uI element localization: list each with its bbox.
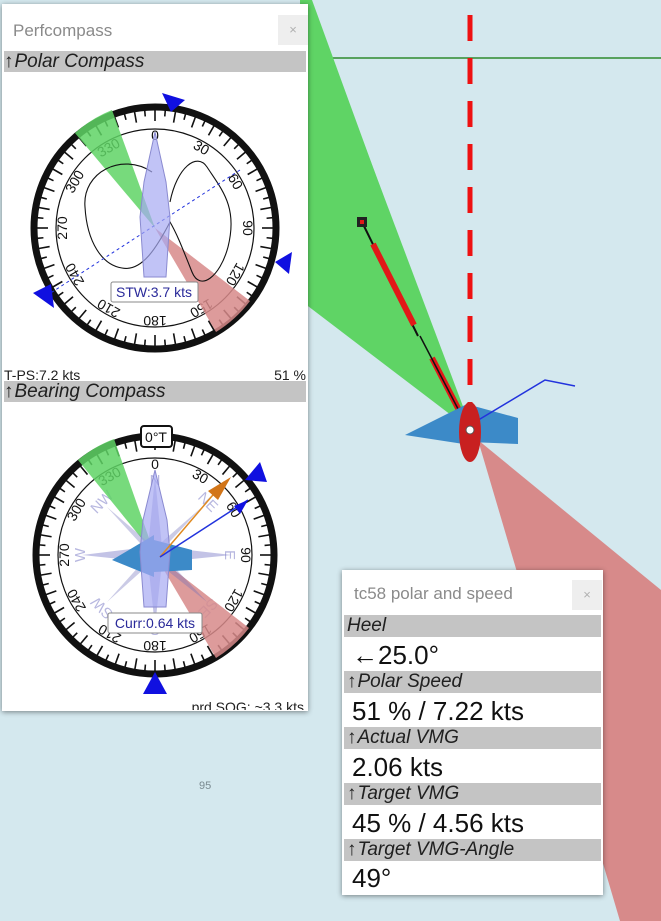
bearing-compass-header[interactable]: ↑Bearing Compass (4, 381, 306, 402)
dial-tick (37, 218, 43, 219)
bearing-compass: 0306090120150180210240270300330 NNEESESS… (2, 402, 308, 710)
perfcompass-titlebar[interactable]: Perfcompass × (2, 4, 308, 52)
polar-compass-title: Polar Compass (15, 51, 145, 72)
collapse-arrow-icon: ↑ (347, 839, 357, 860)
polar-speed-title: Polar Speed (358, 671, 463, 692)
bearing-compass-title: Bearing Compass (15, 381, 166, 402)
dial-tick-label: 270 (54, 216, 70, 240)
dial-tick (267, 218, 273, 219)
map-scale-label: 95 (199, 780, 211, 792)
tc58-panel: tc58 polar and speed × Heel ←25.0° ↑Pola… (342, 570, 603, 895)
target-vmg-value: 45 % / 4.56 kts (352, 808, 524, 839)
curr-label-box: Curr:0.64 kts (108, 613, 202, 633)
dial-tick (267, 238, 273, 239)
boat-center-dot (466, 426, 474, 434)
tc58-titlebar[interactable]: tc58 polar and speed × (342, 570, 603, 618)
collapse-arrow-icon: ↑ (4, 381, 14, 402)
prd-sog-label: prd.SOG: ~3.3 kts (192, 699, 304, 710)
dial-tick-label: 180 (143, 313, 167, 329)
target-vmg-angle-header[interactable]: ↑Target VMG-Angle (344, 839, 601, 861)
starboard-marker-icon (275, 252, 292, 274)
dial-tick-label: 180 (143, 638, 167, 654)
dial-tick (265, 565, 271, 566)
dial-tick (39, 545, 45, 546)
actual-vmg-header[interactable]: ↑Actual VMG (344, 727, 601, 749)
collapse-arrow-icon: ↑ (347, 727, 357, 748)
heading-label: 0°T (145, 429, 167, 445)
perfcompass-panel: Perfcompass × ↑Polar Compass 03060901201… (2, 4, 308, 711)
curr-label: Curr:0.64 kts (115, 615, 195, 631)
waypoint-marker-inner (360, 220, 364, 224)
dial-tick-label: 90 (238, 547, 254, 563)
polar-compass-header[interactable]: ↑Polar Compass (4, 51, 306, 72)
collapse-arrow-icon: ↑ (4, 51, 14, 72)
port-marker-icon (33, 284, 54, 308)
polar-compass: 0306090120150180210240270300330 STW:3.7 … (2, 72, 308, 387)
panel-title: tc58 polar and speed (354, 584, 513, 604)
panel-title: Perfcompass (13, 21, 112, 41)
dial-tick (39, 565, 45, 566)
heel-value: ←25.0° (352, 640, 439, 671)
next-mark-icon (245, 462, 267, 482)
target-vmg-angle-title: Target VMG-Angle (358, 839, 515, 860)
dial-tick-label: 270 (56, 543, 72, 567)
close-button[interactable]: × (278, 15, 308, 45)
dial-tick (37, 238, 43, 239)
stw-label-box: STW:3.7 kts (111, 282, 198, 302)
dial-tick (145, 110, 146, 116)
close-button[interactable]: × (572, 580, 602, 610)
target-vmg-title: Target VMG (358, 783, 460, 804)
collapse-arrow-icon: ↑ (347, 783, 357, 804)
polar-speed-header[interactable]: ↑Polar Speed (344, 671, 601, 693)
heel-header[interactable]: Heel (344, 615, 601, 637)
dial-tick (165, 110, 166, 116)
stw-label: STW:3.7 kts (116, 284, 192, 300)
heading-box: 0°T (141, 426, 172, 447)
heel-title: Heel (347, 615, 386, 636)
dial-tick (145, 340, 146, 346)
collapse-arrow-icon: ↑ (347, 671, 357, 692)
target-vmg-header[interactable]: ↑Target VMG (344, 783, 601, 805)
dial-tick (165, 665, 166, 671)
actual-vmg-title: Actual VMG (358, 727, 459, 748)
dial-tick (265, 545, 271, 546)
dial-tick-label: 90 (240, 220, 256, 236)
dial-tick (165, 340, 166, 346)
dial-tick-label: 0 (151, 456, 159, 472)
actual-vmg-value: 2.06 kts (352, 752, 443, 783)
polar-speed-value: 51 % / 7.22 kts (352, 696, 524, 727)
dial-tick (145, 665, 146, 671)
wind-sector-green (300, 0, 468, 428)
target-vmg-angle-value: 49° (352, 863, 391, 894)
